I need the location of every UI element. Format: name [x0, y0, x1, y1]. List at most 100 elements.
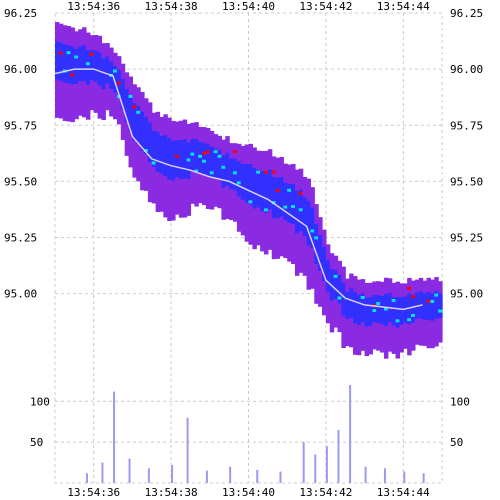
band-core: [58, 42, 64, 81]
band-core: [85, 49, 91, 85]
band-hot: [194, 169, 199, 173]
band-core: [244, 163, 250, 203]
band-hot: [198, 154, 203, 158]
band-core: [120, 78, 126, 110]
band-core: [248, 164, 253, 205]
band-hot: [411, 313, 416, 317]
x-tick-label: 13:54:36: [67, 486, 120, 499]
band-core: [380, 295, 385, 325]
band-core: [132, 102, 137, 141]
band-peak: [263, 170, 269, 174]
band-core: [194, 139, 199, 173]
band-core: [345, 292, 350, 320]
band-core: [252, 167, 257, 209]
band-core: [128, 94, 133, 132]
volume-bar: [229, 466, 232, 483]
band-hot: [383, 307, 389, 311]
band-hot: [144, 148, 149, 152]
band-core: [275, 177, 281, 219]
x-tick-label: 13:54:36: [67, 0, 120, 13]
band-core: [368, 297, 373, 326]
volume-bar: [302, 442, 305, 483]
band-peak: [202, 151, 207, 155]
trade-line: [54, 68, 423, 311]
band-core: [279, 176, 284, 217]
volume-bar: [113, 391, 116, 483]
band-hot: [221, 165, 226, 169]
band-core: [93, 50, 99, 82]
x-tick-labels-bottom: 13:54:36 13:54:38 13:54:40 13:54:42 13:54:44: [67, 486, 430, 499]
band-core: [364, 297, 370, 327]
band-hot: [66, 51, 72, 55]
x-tick-label: 13:54:42: [299, 0, 352, 13]
band-peak: [233, 150, 238, 154]
band-core: [267, 169, 273, 210]
band-core: [151, 130, 157, 168]
band-hot: [186, 158, 192, 162]
band-core: [322, 246, 327, 282]
band-core: [438, 293, 443, 319]
band-hot: [151, 161, 157, 165]
band-hot: [256, 170, 261, 174]
band-hot: [438, 309, 443, 313]
band-peak: [411, 295, 416, 299]
volume-bar: [279, 471, 282, 483]
band-hot: [85, 62, 91, 66]
volume-bar: [147, 468, 150, 483]
band-core: [391, 297, 397, 326]
band-hot: [217, 154, 223, 158]
band-core: [411, 294, 416, 323]
band-core: [78, 46, 83, 82]
band-hot: [287, 188, 292, 192]
band-core: [213, 148, 219, 178]
volume-bar: [364, 466, 367, 483]
band-peak: [174, 154, 180, 158]
band-hot: [430, 299, 435, 303]
volume-bar: [128, 458, 131, 483]
band-core: [256, 169, 261, 208]
band-hot: [314, 236, 319, 240]
band-hot: [74, 55, 79, 59]
band-peak: [275, 189, 281, 193]
band-peak: [132, 105, 137, 109]
band-core: [74, 48, 79, 85]
band-core: [349, 288, 354, 318]
band-core: [356, 294, 362, 325]
band-core: [105, 56, 110, 84]
band-core: [283, 182, 288, 221]
band-core: [291, 183, 296, 224]
band-hot: [291, 205, 296, 209]
x-tick-label: 13:54:44: [377, 486, 430, 499]
band-core: [302, 196, 308, 237]
band-hot: [236, 181, 242, 185]
volume-bar: [186, 417, 189, 483]
band-peak: [271, 170, 277, 174]
band-core: [263, 171, 269, 214]
y-tick-label: 96.00: [450, 63, 483, 76]
band-core: [140, 111, 145, 152]
band-core: [159, 135, 164, 174]
band-peak: [58, 51, 64, 55]
band-core: [55, 41, 60, 80]
band-core: [70, 46, 75, 85]
band-core: [82, 45, 87, 82]
volume-bar: [383, 468, 386, 483]
band-core: [236, 161, 242, 197]
band-core: [89, 50, 95, 81]
band-core: [372, 295, 377, 323]
band-core: [113, 66, 118, 93]
band-core: [155, 131, 161, 172]
band-core: [171, 140, 176, 181]
volume-bar: [314, 454, 317, 483]
band-core: [229, 158, 234, 190]
y-tick-label: 95.25: [4, 232, 37, 245]
volume-tick-label: 100: [450, 395, 470, 408]
band-hot: [128, 94, 133, 98]
band-core: [310, 207, 315, 249]
band-hot: [213, 150, 219, 154]
band-core: [209, 146, 215, 179]
x-tick-label: 13:54:44: [377, 0, 430, 13]
volume-bar: [256, 469, 259, 483]
band-hot: [248, 200, 253, 204]
